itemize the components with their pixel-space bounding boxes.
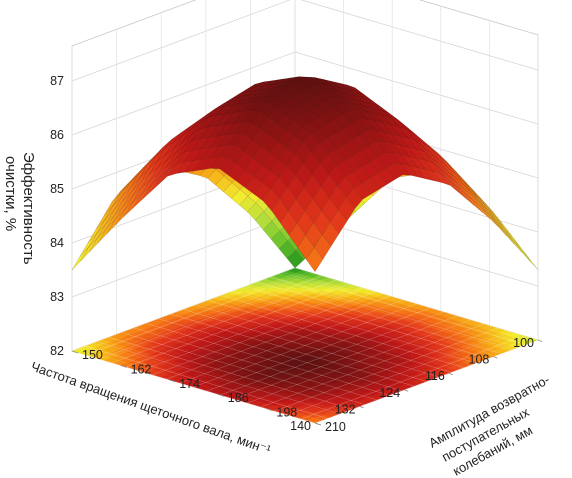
floor-gridline xyxy=(282,272,526,345)
floor-gridline xyxy=(85,271,309,356)
floor-gridline xyxy=(260,323,485,408)
floor-gridline xyxy=(245,286,489,359)
y-tick-label: 162 xyxy=(131,362,152,376)
floor-gridline xyxy=(125,283,350,368)
floor-gridline xyxy=(139,287,363,372)
x-tick-label: 100 xyxy=(513,336,534,350)
floor-gridline xyxy=(274,327,498,412)
floor-gridline xyxy=(257,281,501,355)
z-tick-label: 83 xyxy=(50,290,64,304)
y-tick-mark xyxy=(266,408,273,411)
z-tick-label: 84 xyxy=(50,236,64,250)
x-tick-mark xyxy=(359,406,364,409)
y-tick-mark xyxy=(169,379,176,383)
response-surface xyxy=(71,76,539,273)
y-tick-label: 174 xyxy=(179,377,200,391)
z-tick-label: 85 xyxy=(50,182,64,196)
z-axis-title-line1: Эффективность xyxy=(20,152,37,265)
floor-gridline xyxy=(233,315,458,400)
wall-gridline-z xyxy=(71,0,539,82)
floor-gridline xyxy=(179,299,404,384)
floor-gridline xyxy=(247,319,471,404)
floor-gridline xyxy=(314,339,539,424)
floor-gridline xyxy=(301,335,525,420)
floor-gridline xyxy=(287,331,512,416)
floor-gridline xyxy=(171,313,415,387)
floor-gridline xyxy=(208,300,452,373)
x-tick-label: 116 xyxy=(425,369,445,383)
floor-gridline xyxy=(220,295,464,368)
floor-gridline xyxy=(96,341,340,415)
floor-gridline xyxy=(294,267,539,341)
x-tick-label: 124 xyxy=(379,386,400,400)
z-tick-label: 86 xyxy=(50,128,64,142)
x-tick-mark xyxy=(493,356,498,359)
floor-gridline xyxy=(270,276,514,350)
floor-gridline xyxy=(112,279,336,364)
x-tick-label: 132 xyxy=(335,402,356,416)
x-tick-label: 108 xyxy=(469,353,490,367)
y-tick-label: 186 xyxy=(228,391,249,405)
floor-gridline xyxy=(195,304,439,378)
floor-gridline xyxy=(71,350,316,424)
floor-gridline xyxy=(206,307,431,392)
floor-gridline xyxy=(232,290,477,364)
floor-gridline xyxy=(133,327,378,401)
floor-gridline xyxy=(166,295,390,380)
y-tick-label: 198 xyxy=(276,406,297,420)
floor-gridline xyxy=(220,311,444,396)
y-tick-label: 210 xyxy=(325,420,346,434)
x-tick-mark xyxy=(448,372,453,376)
z-axis-title-line2: очистки, % xyxy=(2,156,19,231)
floor-gridline xyxy=(71,267,296,352)
x-tick-mark xyxy=(537,339,543,342)
floor-gridline xyxy=(152,291,377,376)
floor-projection xyxy=(71,267,539,424)
z-tick-label: 87 xyxy=(50,74,64,88)
floor-gridline xyxy=(146,323,390,396)
floor-gridline xyxy=(98,275,323,360)
y-tick-mark xyxy=(314,422,322,426)
floor-gridline xyxy=(158,318,402,391)
y-tick-mark xyxy=(217,393,224,397)
x-tick-label: 140 xyxy=(290,419,311,433)
floor-gridline xyxy=(193,303,417,388)
floor-gridline xyxy=(84,346,328,419)
surface-patch xyxy=(306,246,324,273)
y-tick-label: 150 xyxy=(82,348,103,362)
floor-gridline xyxy=(121,332,365,405)
z-tick-label: 82 xyxy=(50,344,64,358)
x-tick-mark xyxy=(404,389,409,392)
y-tick-mark xyxy=(120,365,127,368)
tick-labels: 82 83 84 85 86 87 100 108 116 124 132 140 150 162 174 1… xyxy=(50,74,543,434)
y-tick-mark xyxy=(71,350,79,354)
floor-gridline xyxy=(109,336,353,410)
floor-gridline xyxy=(183,309,427,382)
